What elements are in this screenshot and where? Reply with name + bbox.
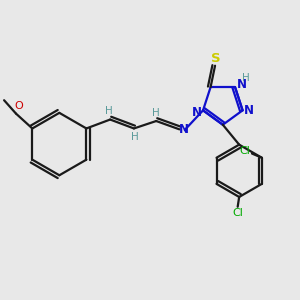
Text: H: H xyxy=(130,132,138,142)
Text: N: N xyxy=(244,104,254,117)
Text: O: O xyxy=(14,101,23,111)
Text: N: N xyxy=(191,106,202,119)
Text: H: H xyxy=(242,73,250,83)
Text: S: S xyxy=(212,52,221,65)
Text: Cl: Cl xyxy=(239,146,250,156)
Text: H: H xyxy=(152,108,160,118)
Text: N: N xyxy=(178,123,189,136)
Text: H: H xyxy=(105,106,112,116)
Text: Cl: Cl xyxy=(232,208,243,218)
Text: N: N xyxy=(237,78,247,91)
